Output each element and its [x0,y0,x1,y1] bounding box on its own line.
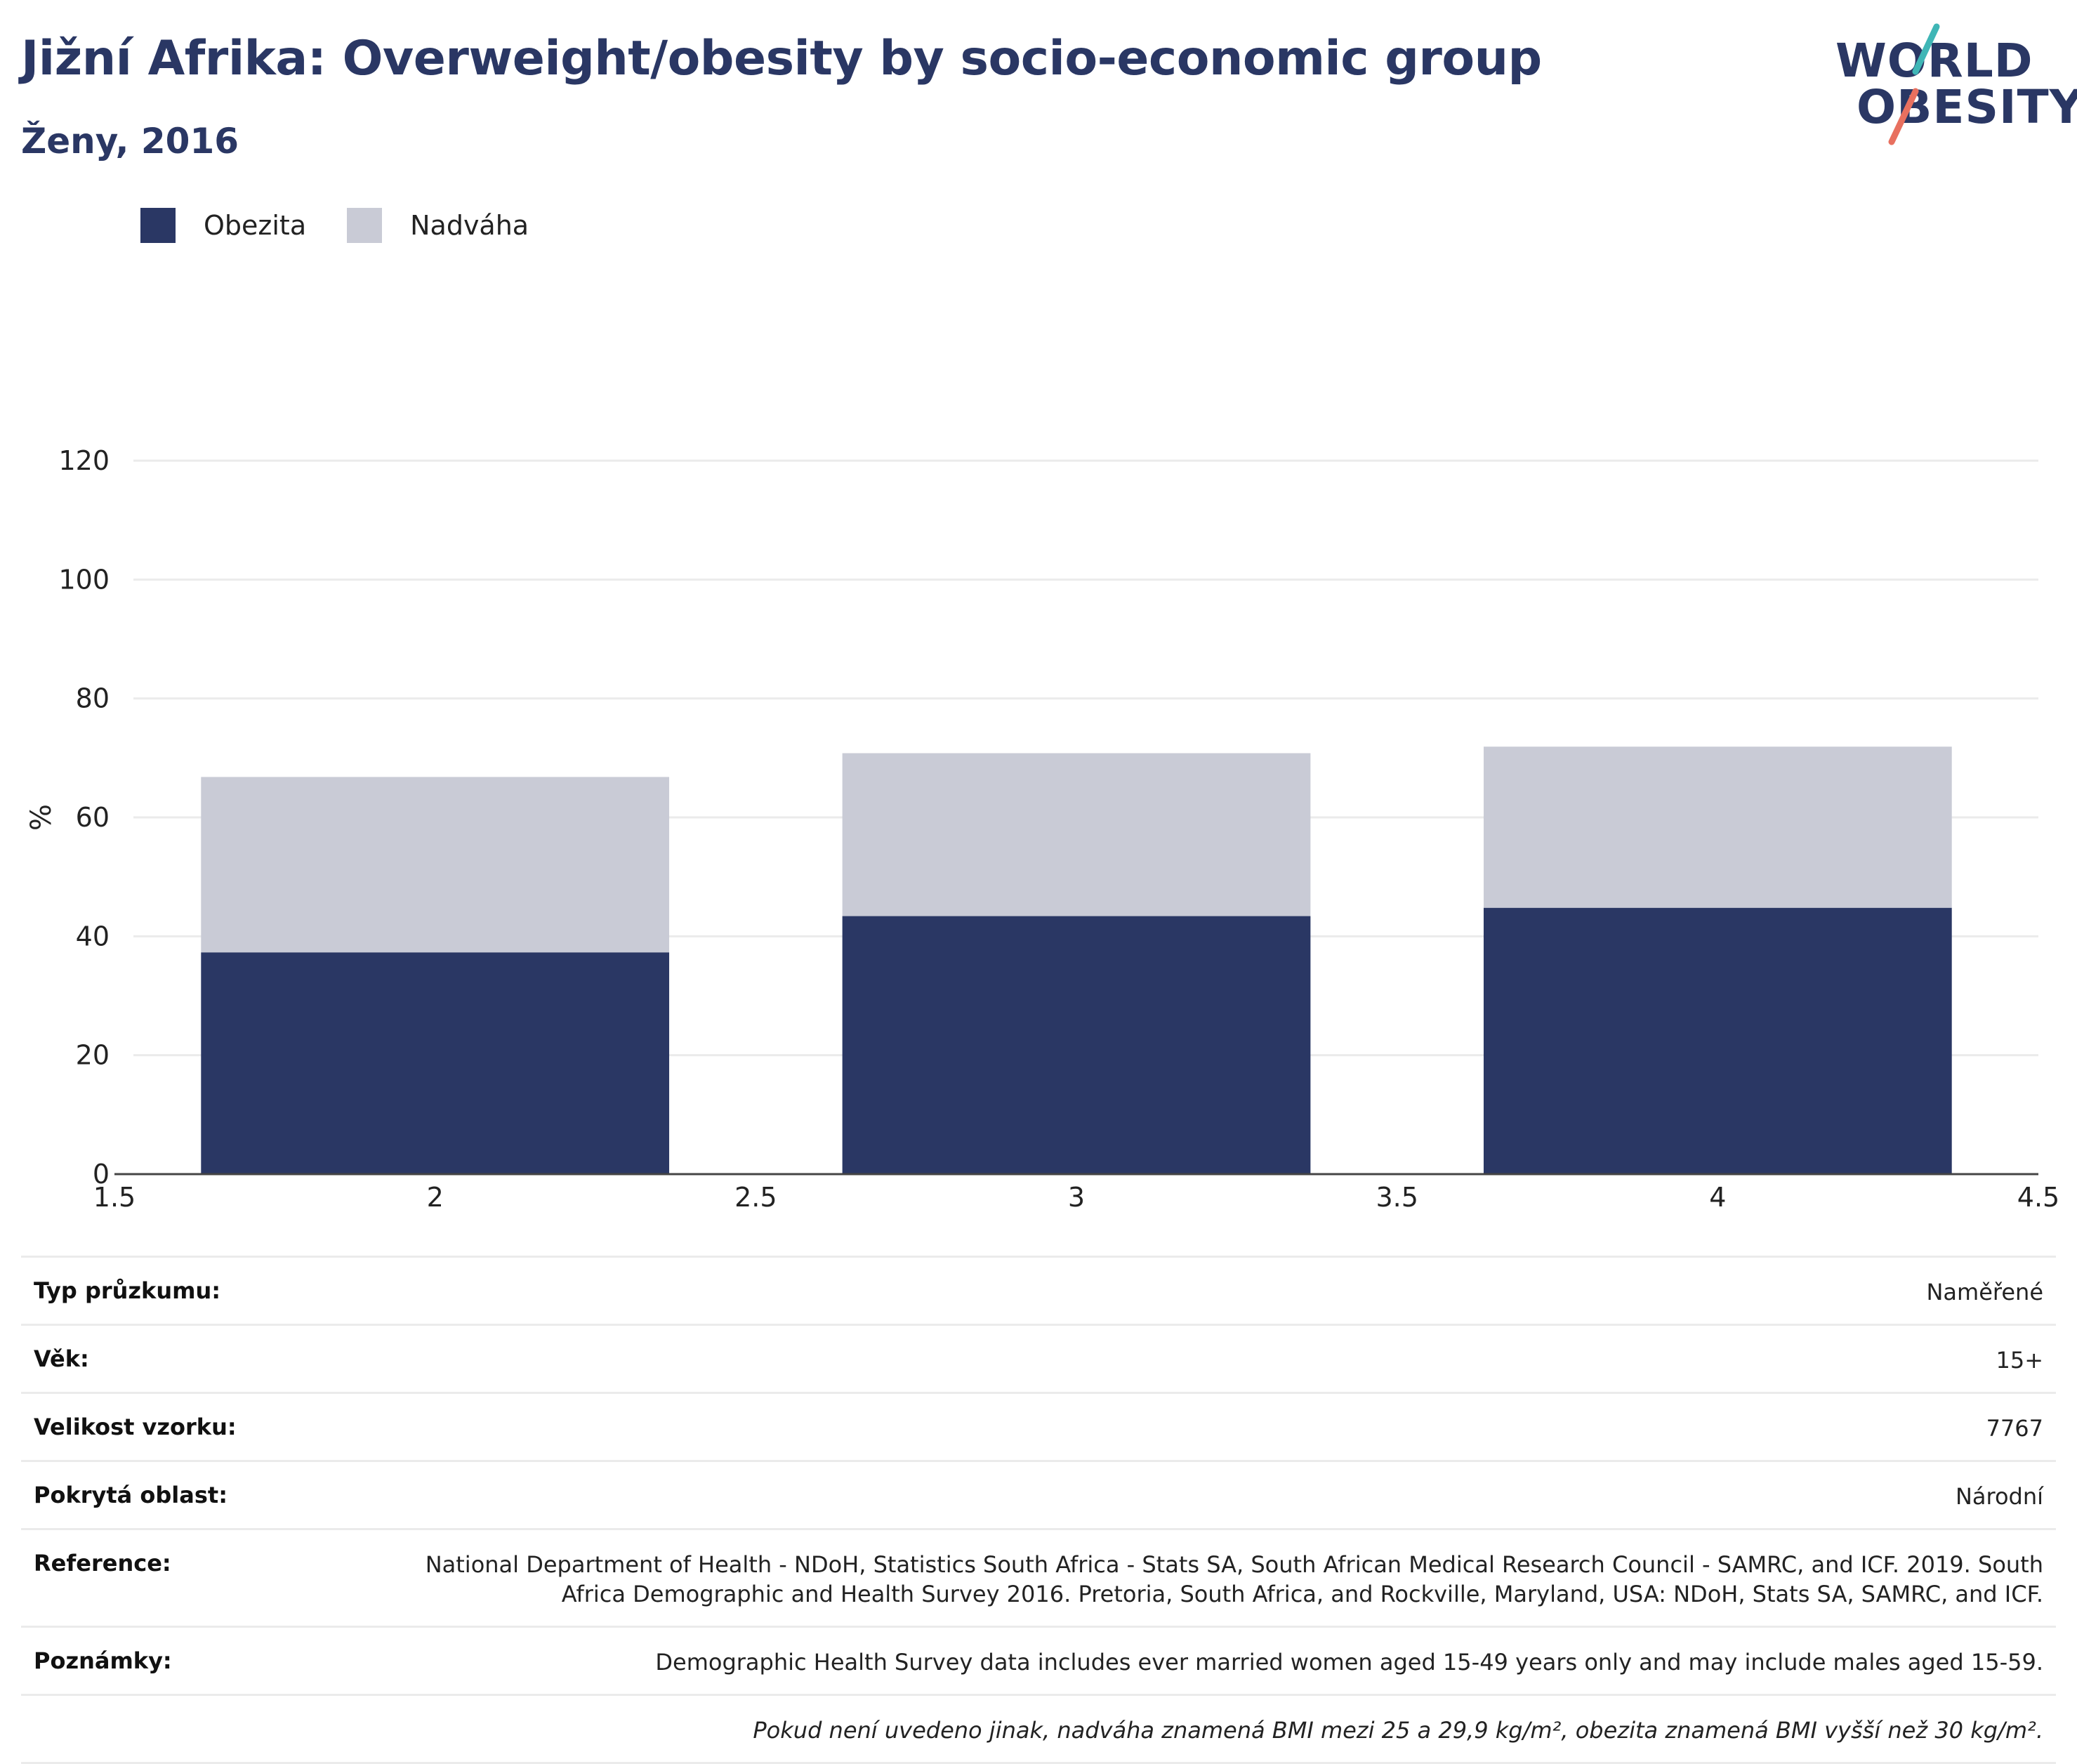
x-tick-label: 4.5 [2017,1182,2059,1213]
x-tick-label: 4 [1709,1182,1726,1213]
y-tick-label: 120 [58,445,110,476]
bar-obezita-2 [201,952,670,1174]
logo-line-2: OBESITY [1857,80,2077,134]
info-key: Poznámky: [34,1647,172,1674]
info-value: Národní [1955,1483,2043,1510]
x-tick-label: 1.5 [93,1182,136,1213]
bar-nadváha-3 [842,753,1311,916]
x-tick-label: 2.5 [734,1182,777,1213]
chart-subtitle: Ženy, 2016 [21,121,239,162]
info-value: Demographic Health Survey data includes … [655,1649,2043,1676]
y-tick-label: 60 [76,802,110,833]
chart-title: Jižní Afrika: Overweight/obesity by soci… [21,31,1542,86]
legend-item-nadvaha[interactable]: Nadváha [347,208,529,243]
legend-item-obezita[interactable]: Obezita [140,208,306,243]
info-row-sample-size: Velikost vzorku: 7767 [21,1392,2056,1460]
info-key: Pokrytá oblast: [34,1482,228,1508]
chart-legend: Obezita Nadváha [140,208,569,243]
info-row-reference: Reference: National Department of Health… [21,1528,2056,1626]
legend-swatch-nadvaha [347,208,383,243]
bar-nadváha-2 [201,777,670,953]
y-tick-label: 20 [76,1040,110,1071]
info-value: 7767 [1986,1415,2043,1442]
survey-info-table: Typ průzkumu: Naměřené Věk: 15+ Velikost… [21,1256,2056,1764]
world-obesity-logo: WORLD OBESITY [1826,21,2077,147]
bar-obezita-3 [842,916,1311,1174]
x-tick-label: 3 [1068,1182,1085,1213]
info-value: 15+ [1996,1347,2043,1374]
y-tick-label: 100 [58,564,110,595]
bar-obezita-4 [1483,907,1952,1174]
info-row-survey-type: Typ průzkumu: Naměřené [21,1256,2056,1324]
logo-line-1: WORLD [1835,34,2033,88]
info-row-coverage: Pokrytá oblast: Národní [21,1460,2056,1528]
legend-swatch-obezita [140,208,176,243]
info-row-notes: Poznámky: Demographic Health Survey data… [21,1626,2056,1694]
bar-nadváha-4 [1483,746,1952,908]
x-tick-label: 3.5 [1376,1182,1418,1213]
info-key: Velikost vzorku: [34,1414,237,1440]
x-tick-label: 2 [427,1182,444,1213]
info-key: Věk: [34,1345,89,1372]
legend-label-nadvaha: Nadváha [410,210,529,241]
info-key: Typ průzkumu: [34,1277,221,1304]
y-tick-label: 0 [93,1159,110,1190]
y-tick-label: 80 [76,683,110,714]
info-row-definition: Pokud není uvedeno jinak, nadváha znamen… [21,1694,2056,1764]
y-axis-title: % [25,804,58,831]
info-key: Reference: [34,1550,171,1577]
logo-slash-icon [1888,23,1940,145]
info-value: Pokud není uvedeno jinak, nadváha znamen… [753,1717,2043,1744]
stacked-bar-chart: 0 20 40 60 80 100 120% 1.5 2 2.5 3 3.5 4 4.5 [25,445,2059,1213]
info-value: National Department of Health - NDoH, St… [425,1551,2043,1607]
info-row-age: Věk: 15+ [21,1324,2056,1392]
info-value: Naměřené [1926,1279,2043,1305]
legend-label-obezita: Obezita [204,210,307,241]
y-tick-label: 40 [76,921,110,952]
